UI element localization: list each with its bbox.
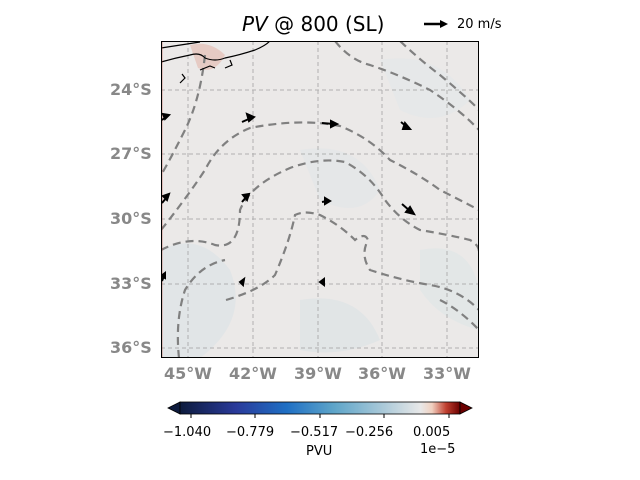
wind-arrows	[161, 112, 417, 288]
lon-label-36w: 36°W	[358, 364, 406, 383]
map-frame	[161, 41, 479, 358]
lon-label-42w: 42°W	[229, 364, 277, 383]
lon-label-45w: 45°W	[164, 364, 212, 383]
coastline	[161, 41, 271, 84]
colorbar-tick-0: −1.040	[163, 425, 212, 440]
colorbar-tick-2: −0.517	[290, 425, 339, 440]
colorbar-tick-1: −0.779	[226, 425, 275, 440]
contour-lines	[161, 41, 479, 358]
lat-label-27s: 27°S	[110, 144, 152, 163]
lat-label-33s: 33°S	[110, 274, 152, 293]
colorbar-exponent: 1e−5	[420, 442, 456, 457]
colorbar-label: PVU	[306, 444, 333, 459]
map-panel	[161, 41, 479, 358]
lat-label-36s: 36°S	[110, 338, 152, 357]
lon-label-39w: 39°W	[294, 364, 342, 383]
lat-label-30s: 30°S	[110, 209, 152, 228]
colorbar-tick-4: 0.005	[413, 425, 451, 440]
gridlines	[161, 41, 479, 358]
lat-label-24s: 24°S	[110, 80, 152, 99]
lon-label-33w: 33°W	[423, 364, 471, 383]
reference-arrow	[424, 20, 448, 28]
colorbar-tick-3: −0.256	[345, 425, 394, 440]
colorbar	[167, 401, 473, 418]
reference-vector-label: 20 m/s	[457, 17, 502, 32]
